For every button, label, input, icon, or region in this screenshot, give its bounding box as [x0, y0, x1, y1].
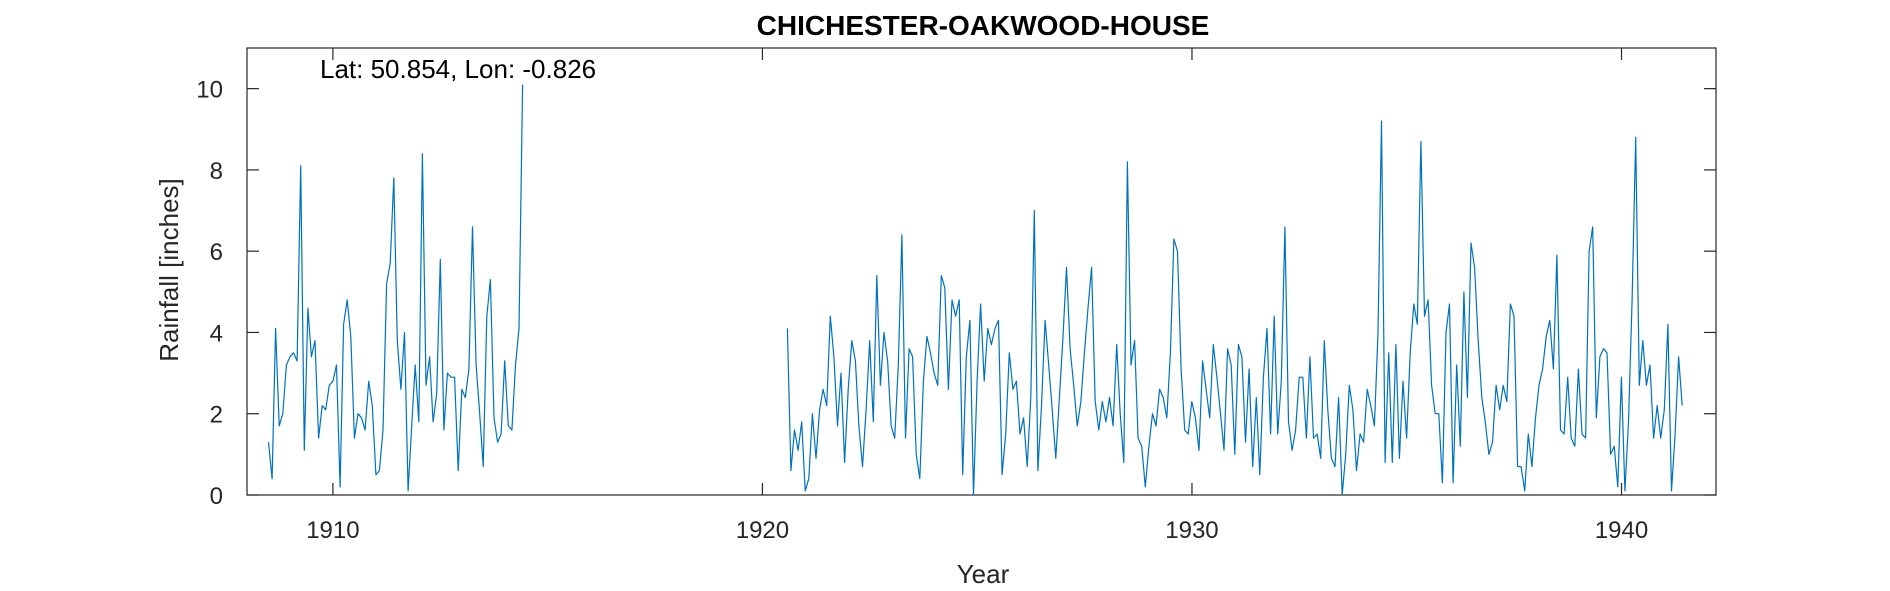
chart-title: CHICHESTER-OAKWOOD-HOUSE — [757, 10, 1210, 41]
y-tick-label: 8 — [210, 158, 223, 185]
axes-box — [246, 47, 1717, 496]
x-tick-label: 1930 — [1165, 517, 1218, 544]
rainfall-series-line-1 — [267, 84, 524, 492]
location-annotation: Lat: 50.854, Lon: -0.826 — [320, 54, 596, 84]
rainfall-series-line-2 — [786, 120, 1683, 496]
x-axis-label: Year — [957, 559, 1010, 589]
plot-area: 1910 1920 1930 1940 0 2 4 6 8 10 — [196, 47, 1717, 544]
x-tick-label: 1910 — [306, 517, 359, 544]
y-tick-label: 4 — [210, 320, 223, 347]
y-tick-label: 2 — [210, 402, 223, 429]
x-tick-label: 1940 — [1595, 517, 1648, 544]
y-tick-label: 10 — [196, 77, 223, 104]
y-tick-label: 6 — [210, 239, 223, 266]
x-tick-label: 1920 — [736, 517, 789, 544]
y-axis-label: Rainfall [inches] — [154, 178, 184, 362]
y-tick-label: 0 — [210, 483, 223, 510]
